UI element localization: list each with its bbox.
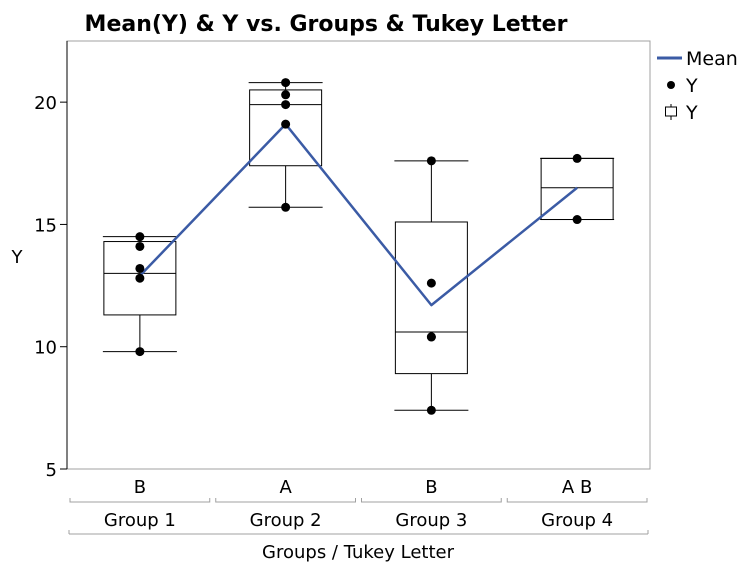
- y-tick-label: 15: [34, 215, 57, 236]
- legend: Mean Y Y: [657, 48, 738, 124]
- data-point: [426, 332, 436, 342]
- data-point: [281, 119, 291, 129]
- tukey-letter-label: B: [134, 477, 146, 498]
- legend-label-y-box: Y: [685, 102, 698, 124]
- data-point: [135, 273, 145, 283]
- x-category-label: Group 1: [104, 510, 176, 531]
- data-point: [135, 232, 145, 242]
- data-point: [281, 202, 291, 212]
- tukey-letter-label: A B: [562, 477, 592, 498]
- x-group-bracket: [361, 498, 502, 503]
- data-point: [135, 263, 145, 273]
- x-group-bracket: [69, 498, 211, 503]
- x-category-label: Group 4: [541, 510, 613, 531]
- x-group-bracket: [215, 498, 356, 503]
- interquartile-box: [103, 241, 177, 316]
- mean-line-layer: [138, 122, 578, 307]
- tukey-letter-label: A: [279, 477, 292, 498]
- data-point: [426, 156, 436, 166]
- data-point: [281, 90, 291, 100]
- y-axis: 5 10 15 20: [34, 41, 68, 481]
- y-axis-title: Y: [11, 247, 24, 268]
- plot-area-frame: [66, 40, 651, 470]
- data-point: [281, 100, 291, 110]
- x-category-label: Group 2: [250, 510, 322, 531]
- data-point: [572, 153, 582, 163]
- x-group-bracket: [506, 498, 648, 503]
- data-point: [135, 347, 145, 357]
- interquartile-box: [394, 221, 468, 375]
- x-category-label: Group 3: [395, 510, 467, 531]
- box-plot-group-1: [102, 236, 177, 353]
- data-point: [572, 215, 582, 225]
- data-point: [135, 241, 145, 251]
- x-axis: B Group 1 A Group 2 B Group 3 A B Group 4: [68, 477, 649, 535]
- box-plots: [102, 82, 615, 411]
- y-tick-label: 5: [46, 460, 57, 481]
- legend-label-mean: Mean: [686, 48, 738, 70]
- legend-label-y-points: Y: [685, 75, 698, 97]
- legend-point-swatch: [667, 81, 675, 89]
- chart-title: Mean(Y) & Y vs. Groups & Tukey Letter: [85, 12, 568, 37]
- interquartile-box: [249, 89, 323, 167]
- y-tick-label: 20: [34, 93, 57, 114]
- legend-box-swatch: [665, 104, 677, 120]
- tukey-letter-label: B: [425, 477, 437, 498]
- data-point: [281, 78, 291, 88]
- data-point: [426, 278, 436, 288]
- y-tick-label: 10: [34, 338, 57, 359]
- data-point: [426, 405, 436, 415]
- data-points-layer: [135, 78, 582, 415]
- x-axis-title: Groups / Tukey Letter: [262, 542, 455, 563]
- mean-line: [138, 122, 578, 307]
